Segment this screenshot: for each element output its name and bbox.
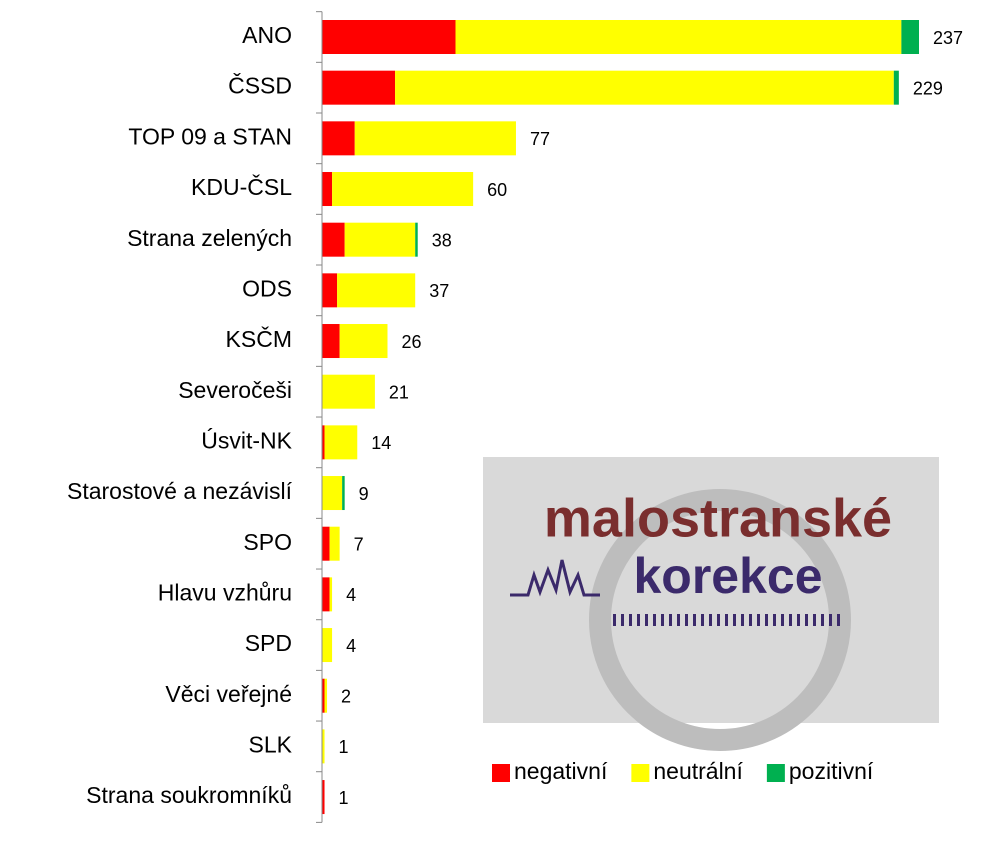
bar-segment — [322, 780, 325, 815]
total-label: 7 — [354, 534, 364, 554]
bar-segment — [339, 324, 388, 359]
bar-segment — [322, 324, 340, 359]
total-label: 9 — [359, 484, 369, 504]
bar-segment — [322, 70, 396, 105]
legend-swatch — [492, 764, 510, 782]
bar-segment — [322, 425, 325, 460]
bar-segment — [324, 425, 358, 460]
total-label: 1 — [339, 788, 349, 808]
total-label: 26 — [401, 332, 421, 352]
legend-label: pozitivní — [789, 758, 874, 784]
total-label: 21 — [389, 382, 409, 402]
bar-segment — [337, 273, 416, 308]
y-tick-label: SLK — [249, 731, 293, 757]
y-tick-label: ČSSD — [228, 72, 292, 99]
bar-segment — [415, 222, 418, 257]
bar-segment — [329, 526, 340, 561]
bar-segment — [395, 70, 894, 105]
bar-segment — [322, 273, 338, 308]
y-tick-label: ANO — [242, 22, 292, 48]
logo-text: malostranské — [544, 488, 892, 548]
bar-segment — [322, 20, 456, 54]
bar-segment — [322, 729, 325, 764]
total-label: 37 — [429, 281, 449, 301]
total-label: 237 — [933, 28, 963, 48]
y-tick-label: KSČM — [226, 325, 292, 352]
bar-segment — [322, 172, 333, 207]
total-label: 4 — [346, 636, 356, 656]
bar-segment — [329, 577, 333, 612]
bar-segment — [322, 476, 343, 511]
total-label: 1 — [339, 737, 349, 757]
bar-segment — [455, 20, 902, 54]
bar-segment — [901, 20, 919, 54]
bar-segment — [344, 222, 416, 257]
y-tick-label: Věci veřejné — [165, 681, 292, 707]
bar-segment — [322, 526, 330, 561]
y-tick-label: SPD — [245, 630, 292, 656]
bar-segment — [322, 577, 330, 612]
total-label: 14 — [371, 433, 391, 453]
logo-skyline — [510, 559, 600, 597]
bar-segment — [322, 222, 345, 257]
bar-segment — [342, 476, 345, 511]
total-label: 2 — [341, 686, 351, 706]
y-tick-label: Severočeši — [178, 377, 292, 403]
legend-swatch — [631, 764, 650, 782]
bar-segment — [322, 678, 325, 713]
total-label: 77 — [530, 129, 550, 149]
bar-segment — [322, 628, 333, 663]
total-label: 60 — [487, 180, 507, 200]
bar-segment — [324, 678, 328, 713]
bar-segment — [322, 121, 355, 156]
bar-segment — [354, 121, 516, 156]
bar-segment — [893, 70, 899, 105]
bar-segment — [332, 172, 474, 207]
y-tick-label: Starostové a nezávislí — [67, 478, 293, 504]
y-tick-label: Strana zelených — [127, 225, 292, 251]
logo-text: korekce — [633, 548, 822, 604]
legend-label: neutrální — [653, 758, 743, 784]
logo: malostranské korekce — [483, 457, 939, 751]
y-tick-label: KDU-ČSL — [191, 173, 292, 200]
legend-swatch — [766, 764, 785, 782]
y-tick-label: ODS — [242, 275, 292, 301]
total-label: 4 — [346, 585, 356, 605]
total-label: 229 — [913, 78, 943, 98]
y-tick-label: Strana soukromníků — [86, 782, 292, 808]
legend-label: negativní — [514, 758, 608, 784]
y-tick-label: SPO — [243, 529, 292, 555]
total-label: 38 — [432, 230, 452, 250]
y-tick-label: Úsvit-NK — [201, 427, 292, 453]
y-tick-label: Hlavu vzhůru — [158, 579, 292, 605]
bar-segment — [322, 374, 375, 409]
y-tick-label: TOP 09 a STAN — [128, 123, 292, 149]
